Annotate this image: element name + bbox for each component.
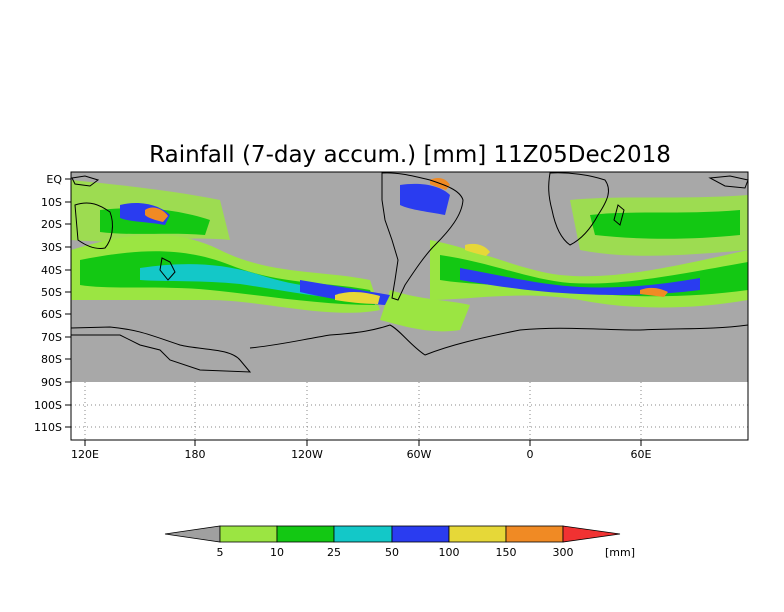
coastlines [70, 172, 749, 373]
lon-label: 60W [407, 448, 432, 461]
colorbar-segment [276, 525, 335, 543]
lat-label: 80S [41, 353, 62, 366]
longitude-axis: 120E 180 120W 60W 0 60E [71, 440, 652, 461]
colorbar-label: 150 [496, 546, 517, 559]
colorbar-label: 300 [553, 546, 574, 559]
lat-label: 20S [41, 218, 62, 231]
lat-label: 60S [41, 308, 62, 321]
colorbar: 5 10 25 50 100 150 300 [mm] [164, 525, 635, 559]
colorbar-label: 100 [439, 546, 460, 559]
lon-label: 0 [527, 448, 534, 461]
blank-region-below-90s [71, 382, 748, 440]
colorbar-segment [391, 525, 450, 543]
colorbar-label: 50 [385, 546, 399, 559]
gridlines [71, 382, 748, 440]
colorbar-low-arrow [164, 525, 221, 543]
lat-label: 110S [34, 421, 62, 434]
colorbar-segment [448, 525, 507, 543]
rainfall-map: EQ 10S 20S 30S 40S 50S 60S 70S 80S 90S 1… [34, 171, 749, 461]
colorbar-unit: [mm] [605, 546, 635, 559]
lat-label: 100S [34, 399, 62, 412]
rain-bands [71, 177, 748, 332]
lon-label: 120W [291, 448, 323, 461]
lat-label: 70S [41, 331, 62, 344]
lon-label: 60E [631, 448, 652, 461]
colorbar-segment [219, 525, 278, 543]
chart-title: Rainfall (7-day accum.) [mm] 11Z05Dec201… [149, 142, 671, 168]
lat-label: EQ [46, 173, 62, 186]
colorbar-label: 25 [327, 546, 341, 559]
colorbar-segment [333, 525, 393, 543]
lat-label: 90S [41, 376, 62, 389]
lat-label: 50S [41, 286, 62, 299]
colorbar-segment [505, 525, 564, 543]
lon-label: 180 [185, 448, 206, 461]
colorbar-high-arrow [562, 525, 621, 543]
lon-label: 120E [71, 448, 99, 461]
latitude-axis: EQ 10S 20S 30S 40S 50S 60S 70S 80S 90S 1… [34, 173, 71, 434]
map-frame [70, 171, 749, 441]
colorbar-label: 5 [217, 546, 224, 559]
colorbar-label: 10 [270, 546, 284, 559]
lat-label: 40S [41, 264, 62, 277]
lat-label: 10S [41, 196, 62, 209]
lat-label: 30S [41, 241, 62, 254]
